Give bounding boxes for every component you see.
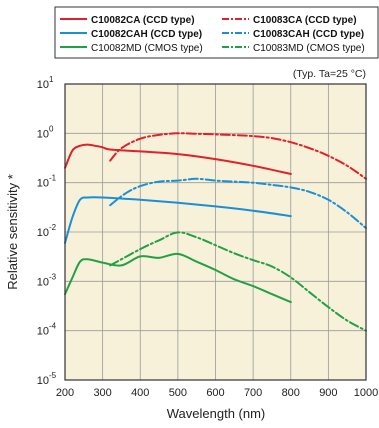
series-line: [109, 132, 367, 180]
y-tick-exponent: -4: [49, 322, 57, 331]
series-layer: [64, 132, 367, 332]
y-tick-label: 10 1: [37, 75, 54, 91]
y-tick-exponent: -5: [49, 371, 57, 380]
y-tick-label: 10 -1: [37, 174, 57, 190]
x-tick-label: 200: [56, 387, 74, 399]
y-tick-base: 10: [37, 227, 49, 239]
x-tick-label: 400: [131, 387, 149, 399]
y-tick-label: 10 -2: [37, 223, 57, 239]
x-axis-label: Wavelength (nm): [167, 406, 266, 421]
y-tick-base: 10: [37, 79, 49, 91]
series-line: [109, 231, 367, 332]
legend-item: C10083MD (CMOS type): [222, 43, 365, 54]
plot-frame: [64, 83, 367, 381]
y-tick-base: 10: [37, 276, 49, 288]
y-tick-label: 10 0: [37, 124, 54, 140]
legend-item: C10083CA (CCD type): [222, 15, 357, 26]
y-tick-exponent: 0: [49, 124, 54, 133]
legend-item: C10082MD (CMOS type): [60, 43, 203, 54]
series-line: [64, 252, 292, 304]
condition-note: (Typ. Ta=25 °C): [293, 68, 366, 80]
legend-label: C10082MD (CMOS type): [91, 43, 203, 54]
y-tick-label: 10 -5: [37, 371, 57, 387]
y-tick-base: 10: [37, 375, 49, 387]
legend-item: C10082CA (CCD type): [60, 15, 195, 26]
x-tick-label: 500: [169, 387, 187, 399]
legend-label: C10082CAH (CCD type): [91, 29, 202, 40]
y-tick-label: 10 -3: [37, 272, 57, 288]
y-tick-label: 10 -4: [37, 322, 57, 338]
legend-label: C10083MD (CMOS type): [253, 43, 365, 54]
series-line: [109, 177, 367, 230]
x-tick-label: 700: [244, 387, 262, 399]
legend-label: C10083CA (CCD type): [253, 15, 357, 26]
y-axis-label: Relative sensitivity *: [5, 174, 20, 290]
y-tick-exponent: -2: [49, 223, 57, 232]
legend-frame: [54, 6, 379, 59]
legend-item: C10083CAH (CCD type): [222, 29, 364, 40]
x-tick-label: 1000: [354, 387, 378, 399]
y-tick-exponent: -3: [49, 272, 57, 281]
y-tick-exponent: -1: [49, 174, 57, 183]
x-tick-label: 600: [206, 387, 224, 399]
x-tick-labels: 200 300 400 500 600 700 800 900 1000: [56, 387, 378, 399]
legend-label: C10083CAH (CCD type): [253, 29, 364, 40]
x-tick-label: 300: [93, 387, 111, 399]
series-line: [64, 143, 292, 175]
x-tick-label: 900: [319, 387, 337, 399]
legend-item: C10082CAH (CCD type): [60, 29, 202, 40]
y-tick-exponent: 1: [49, 75, 54, 84]
y-tick-base: 10: [37, 178, 49, 190]
y-tick-base: 10: [37, 128, 49, 140]
x-tick-label: 800: [282, 387, 300, 399]
legend-label: C10082CA (CCD type): [91, 15, 195, 26]
y-tick-base: 10: [37, 326, 49, 338]
legend: C10082CA (CCD type) C10083CA (CCD type) C1…: [54, 6, 379, 59]
